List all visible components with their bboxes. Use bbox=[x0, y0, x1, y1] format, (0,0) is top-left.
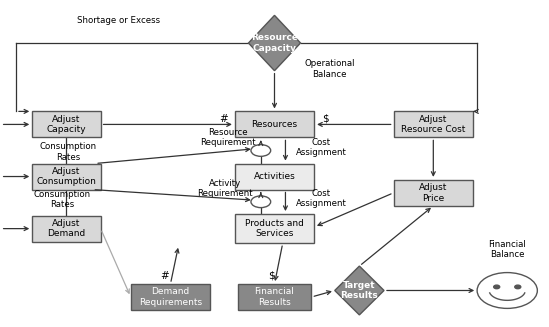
FancyBboxPatch shape bbox=[32, 112, 100, 137]
FancyBboxPatch shape bbox=[235, 112, 314, 137]
FancyBboxPatch shape bbox=[131, 284, 210, 310]
Text: Shortage or Excess: Shortage or Excess bbox=[77, 16, 160, 25]
Circle shape bbox=[494, 285, 500, 289]
Text: Target
Results: Target Results bbox=[340, 281, 378, 300]
Text: #: # bbox=[220, 113, 228, 124]
Text: Cost
Assignment: Cost Assignment bbox=[295, 138, 346, 157]
Polygon shape bbox=[249, 15, 300, 71]
Text: Activities: Activities bbox=[254, 172, 295, 181]
Text: Adjust
Resource Cost: Adjust Resource Cost bbox=[401, 115, 466, 134]
Text: Financial
Balance: Financial Balance bbox=[489, 240, 526, 260]
Text: Activity
Requirement: Activity Requirement bbox=[198, 179, 253, 198]
Text: Adjust
Consumption: Adjust Consumption bbox=[36, 167, 96, 186]
Text: $: $ bbox=[268, 271, 275, 281]
Circle shape bbox=[477, 273, 537, 308]
FancyBboxPatch shape bbox=[32, 164, 100, 190]
Circle shape bbox=[251, 196, 271, 208]
FancyBboxPatch shape bbox=[394, 180, 473, 206]
Text: Consumption
Rates: Consumption Rates bbox=[39, 142, 96, 162]
Text: Resource
Requirement: Resource Requirement bbox=[200, 128, 256, 147]
Circle shape bbox=[251, 145, 271, 156]
Text: Adjust
Price: Adjust Price bbox=[419, 183, 447, 202]
Text: Operational
Balance: Operational Balance bbox=[304, 60, 355, 79]
Text: Adjust
Demand: Adjust Demand bbox=[47, 219, 86, 238]
FancyBboxPatch shape bbox=[238, 284, 311, 310]
FancyBboxPatch shape bbox=[394, 112, 473, 137]
Text: Consumption
Rates: Consumption Rates bbox=[33, 190, 91, 209]
Circle shape bbox=[515, 285, 521, 289]
Text: $: $ bbox=[322, 113, 328, 124]
Text: Adjust
Capacity: Adjust Capacity bbox=[47, 115, 86, 134]
Text: #: # bbox=[161, 271, 169, 281]
Text: Cost
Assignment: Cost Assignment bbox=[295, 189, 346, 208]
Text: Products and
Services: Products and Services bbox=[245, 219, 304, 238]
Text: Demand
Requirements: Demand Requirements bbox=[139, 287, 202, 307]
FancyBboxPatch shape bbox=[32, 215, 100, 242]
Text: Resources: Resources bbox=[251, 120, 298, 129]
Polygon shape bbox=[335, 266, 384, 315]
Text: Financial
Results: Financial Results bbox=[255, 287, 294, 307]
FancyBboxPatch shape bbox=[235, 164, 314, 190]
Text: Resource
Capacity: Resource Capacity bbox=[251, 33, 298, 53]
FancyBboxPatch shape bbox=[235, 214, 314, 243]
